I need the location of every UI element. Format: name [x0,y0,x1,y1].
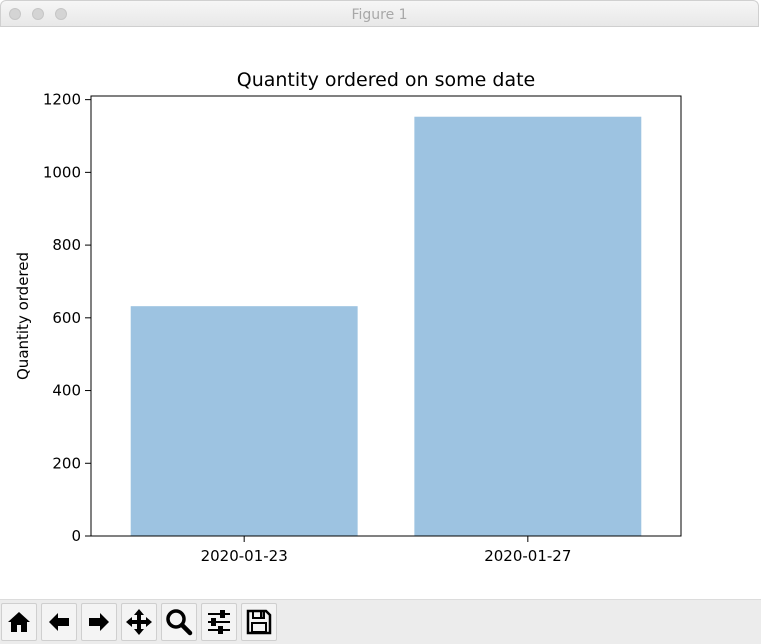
minimize-window-button[interactable] [32,8,44,20]
zoom-button[interactable] [161,603,197,641]
navigation-toolbar [0,599,761,644]
magnifier-icon [166,609,193,636]
back-button[interactable] [41,603,77,641]
window-title: Figure 1 [351,7,408,23]
home-button[interactable] [1,603,37,641]
y-tick-label: 800 [52,236,81,254]
y-tick-label: 600 [52,309,81,327]
chart-title: Quantity ordered on some date [237,69,536,91]
y-tick-label: 1000 [43,163,81,181]
plot-frame [90,95,682,537]
y-tick-label: 200 [52,454,81,472]
bar-chart: 0 200 400 600 800 1000 1200 2020-01-23 2020-01-… [14,69,682,565]
floppy-disk-icon [246,609,272,635]
save-button[interactable] [241,603,277,641]
bar-2020-01-27 [414,116,642,537]
y-tick-label: 400 [52,382,81,400]
close-window-button[interactable] [9,8,21,20]
x-tick-label: 2020-01-27 [484,547,571,565]
figure-canvas[interactable]: 0 200 400 600 800 1000 1200 2020-01-23 2020-01-… [0,28,761,598]
bar-2020-01-23 [130,306,358,536]
forward-button[interactable] [81,603,117,641]
y-tick-label: 1200 [43,91,81,109]
y-axis-label: Quantity ordered [14,252,32,380]
x-tick-label: 2020-01-23 [201,547,288,565]
window-titlebar: Figure 1 [0,0,759,27]
zoom-window-button[interactable] [55,8,67,20]
y-tick-label: 0 [71,527,81,545]
configure-subplots-button[interactable] [201,603,237,641]
pan-button[interactable] [121,603,157,641]
move-icon [126,609,152,635]
arrow-left-icon [49,613,69,631]
sliders-icon [208,610,230,634]
home-icon [8,612,30,632]
arrow-right-icon [89,613,109,631]
